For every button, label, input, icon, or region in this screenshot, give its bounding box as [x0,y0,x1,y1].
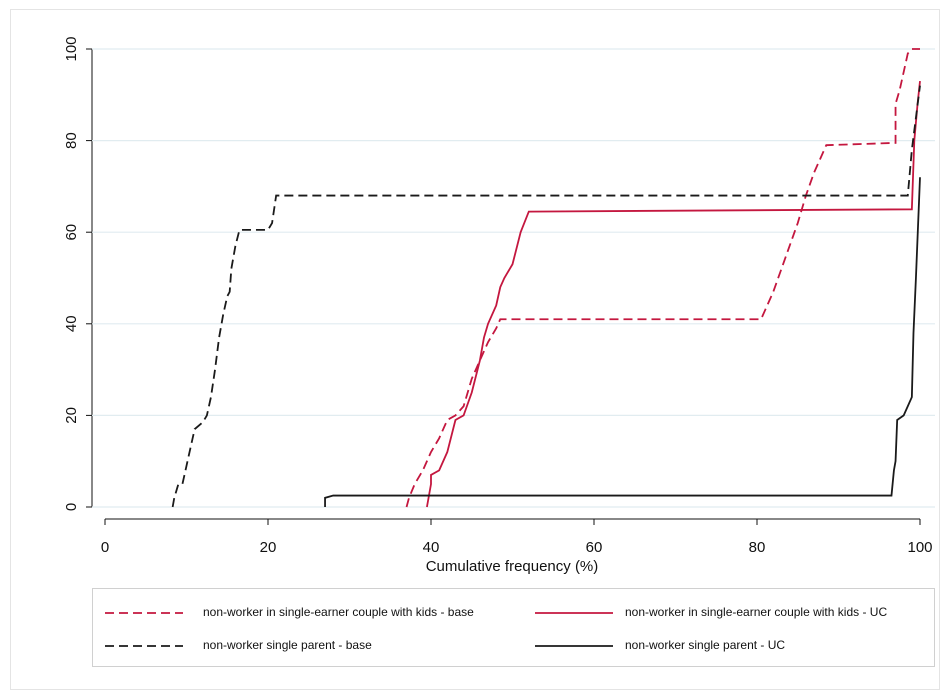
legend-entries: non-worker in single-earner couple with … [105,605,887,652]
x-axis-label: Cumulative frequency (%) [426,558,599,575]
y-tick-label: 80 [63,132,80,149]
y-tick-label: 60 [63,224,80,241]
x-tick-label: 100 [907,539,932,556]
legend-label: non-worker single parent - base [203,638,372,652]
legend [92,588,935,667]
frame [10,9,940,690]
x-tick-label: 0 [101,539,109,556]
y-tick-label: 100 [63,36,80,61]
x-tick-label: 60 [586,539,603,556]
x-tick-label: 80 [749,539,766,556]
y-tick-label: 0 [63,503,80,511]
line [171,85,921,508]
legend-label: non-worker in single-earner couple with … [625,605,887,619]
line [426,80,921,508]
legend-label: non-worker in single-earner couple with … [203,605,474,619]
x-tick-label: 40 [423,539,440,556]
line [324,177,921,507]
x-tick-label: 20 [260,539,277,556]
legend-label: non-worker single parent - UC [625,638,785,652]
line [405,48,920,508]
y-tick-label: 20 [63,407,80,424]
y-tick-label: 40 [63,315,80,332]
